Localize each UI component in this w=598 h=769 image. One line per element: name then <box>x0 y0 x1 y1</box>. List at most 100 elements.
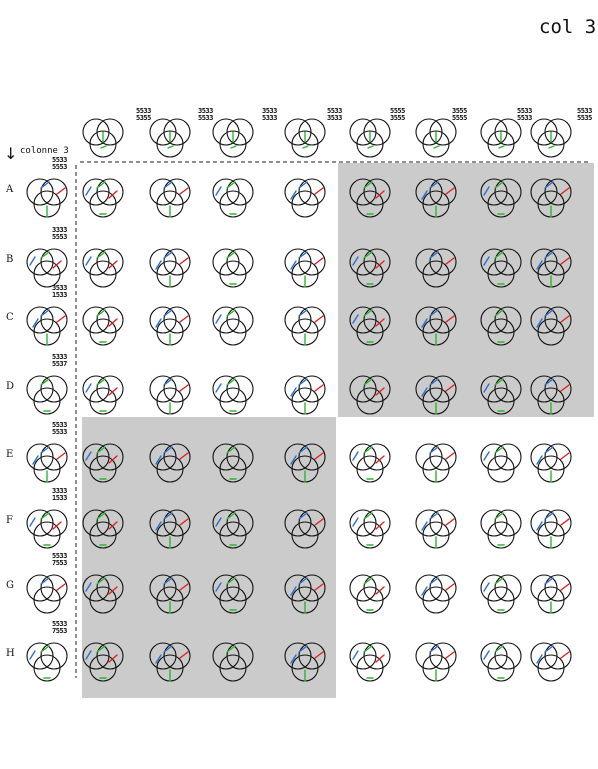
shade-block-top-right <box>338 163 594 417</box>
column-tag: colonne 3 <box>20 146 69 156</box>
knot-cell <box>149 375 191 415</box>
knot-cell <box>284 642 326 682</box>
column-code: 3555 5555 <box>452 107 467 122</box>
knot-row-key <box>26 574 68 614</box>
knot-cell <box>149 642 191 682</box>
knot-row-key <box>26 375 68 415</box>
row-label: E <box>6 449 14 460</box>
knot-cell <box>82 248 124 288</box>
knot-cell <box>349 509 391 549</box>
knot-cell <box>480 443 522 483</box>
knot-cell <box>82 443 124 483</box>
knot-cell <box>349 306 391 346</box>
knot-cell <box>480 306 522 346</box>
knot-cell <box>480 642 522 682</box>
knot-header <box>212 118 254 158</box>
knot-cell <box>415 574 457 614</box>
knot-cell <box>415 443 457 483</box>
knot-cell <box>415 248 457 288</box>
knot-cell <box>212 375 254 415</box>
knot-cell <box>212 642 254 682</box>
knot-cell <box>415 375 457 415</box>
knot-cell <box>530 306 572 346</box>
knot-cell <box>284 178 326 218</box>
knot-cell <box>530 509 572 549</box>
dashed-separators <box>75 161 590 678</box>
knot-cell <box>149 509 191 549</box>
knot-cell <box>530 574 572 614</box>
row-label: C <box>6 312 14 323</box>
knot-cell <box>82 574 124 614</box>
row-code: 3333 1533 <box>52 487 67 502</box>
knot-cell <box>349 443 391 483</box>
knot-cell <box>530 178 572 218</box>
row-label: F <box>6 515 13 526</box>
row-code: 5533 5553 <box>52 156 67 171</box>
knot-cell <box>480 375 522 415</box>
row-code: 5533 7553 <box>52 552 67 567</box>
knot-cell <box>349 248 391 288</box>
row-label: H <box>6 648 15 659</box>
knot-cell <box>415 509 457 549</box>
knot-cell <box>212 574 254 614</box>
knot-cell <box>349 574 391 614</box>
knot-cell <box>415 178 457 218</box>
knot-header <box>349 118 391 158</box>
row-code: 3533 1533 <box>52 284 67 299</box>
knot-row-key <box>26 509 68 549</box>
knot-row-key <box>26 248 68 288</box>
row-code: 5533 7553 <box>52 620 67 635</box>
knot-cell <box>149 574 191 614</box>
knot-cell <box>212 248 254 288</box>
column-code: 5533 5535 <box>577 107 592 122</box>
knot-cell <box>530 642 572 682</box>
knot-cell <box>212 306 254 346</box>
knot-cell <box>212 443 254 483</box>
knot-cell <box>530 443 572 483</box>
knot-cell <box>284 375 326 415</box>
knot-header <box>149 118 191 158</box>
down-arrow-icon: ↓ <box>4 144 18 163</box>
knot-cell <box>212 178 254 218</box>
shaded-regions <box>82 163 594 698</box>
row-label: B <box>6 254 14 265</box>
knot-cell <box>349 178 391 218</box>
knot-cell <box>480 178 522 218</box>
shade-block-bottom-left <box>82 417 336 698</box>
knot-figures <box>26 118 572 682</box>
knot-cell <box>480 574 522 614</box>
knot-header <box>284 118 326 158</box>
knot-row-key <box>26 306 68 346</box>
knot-cell <box>82 306 124 346</box>
knot-cell <box>349 375 391 415</box>
column-code: 5533 5355 <box>136 107 151 122</box>
knot-cell <box>212 509 254 549</box>
knot-header <box>480 118 522 158</box>
knot-cell <box>149 443 191 483</box>
knot-cell <box>82 178 124 218</box>
row-code: 5533 5533 <box>52 421 67 436</box>
knot-cell <box>149 306 191 346</box>
knot-cell <box>284 509 326 549</box>
knot-row-key <box>26 443 68 483</box>
knot-header <box>82 118 124 158</box>
knot-cell <box>284 443 326 483</box>
knot-cell <box>284 306 326 346</box>
knot-cell <box>82 375 124 415</box>
knot-cell <box>149 178 191 218</box>
knot-cell <box>530 248 572 288</box>
column-code: 5533 3533 <box>327 107 342 122</box>
knot-header <box>530 118 572 158</box>
knot-cell <box>82 509 124 549</box>
row-code: 5333 5537 <box>52 353 67 368</box>
column-code: 3533 5533 <box>198 107 213 122</box>
row-label: D <box>6 381 15 392</box>
knot-cell <box>415 642 457 682</box>
knot-cell <box>284 248 326 288</box>
knot-cell <box>82 642 124 682</box>
row-code: 3333 5553 <box>52 226 67 241</box>
knot-header <box>415 118 457 158</box>
page-title: col 3 <box>539 16 597 38</box>
knot-cell <box>530 375 572 415</box>
